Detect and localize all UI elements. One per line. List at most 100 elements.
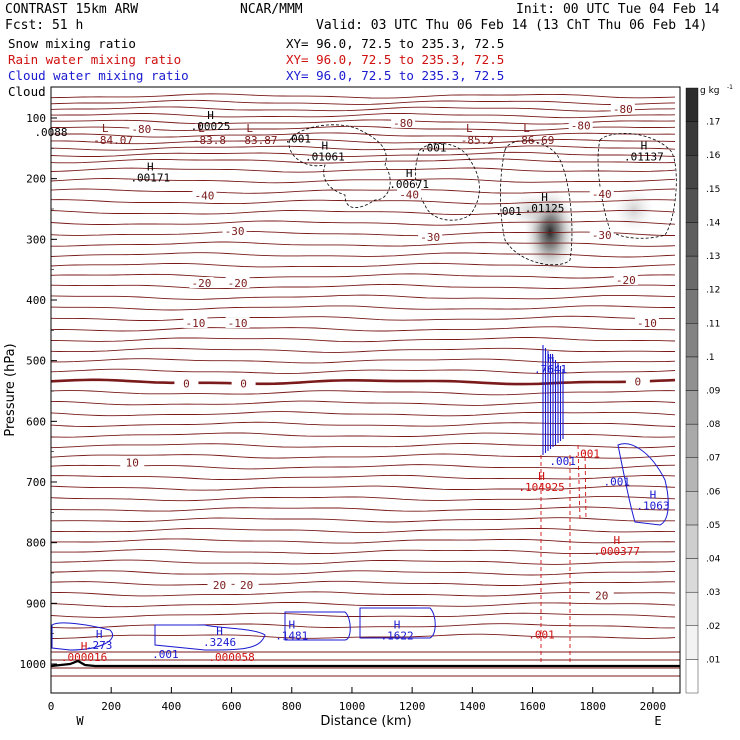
temperature-label-bg: [192, 189, 217, 201]
x-tick-label: 1400: [459, 700, 486, 713]
snow-label: .00671: [389, 178, 429, 191]
cloud-water-label: .1063: [636, 499, 669, 512]
cloud-water-max-marker: H: [288, 619, 295, 632]
temperature-line: [51, 145, 676, 151]
temperature-label-bg: [225, 277, 250, 289]
colorbar-unit-exp: -1: [727, 84, 733, 91]
colorbar: g kg -1 .01 .02 .03 .04 .05 .06 .07 .08 .09 .1 .11…: [685, 84, 733, 694]
temperature-label: 20: [240, 579, 253, 592]
temperature-line: [51, 517, 675, 523]
temperature-line: [51, 167, 676, 173]
temperature-label: -30: [420, 231, 440, 244]
rain-label: .000058: [208, 651, 254, 664]
temperature-line: [51, 474, 676, 481]
init-time: Init: 00 UTC Tue 04 Feb 14: [516, 2, 720, 17]
temperature-line: [51, 199, 676, 205]
x-tick-label: 800: [282, 700, 302, 713]
temperature-label: -40: [399, 188, 419, 201]
temperature-label: 0: [635, 375, 642, 388]
temperature-label: -80: [393, 117, 413, 130]
cloud-water-label: .273: [86, 639, 113, 652]
temperature-line: [51, 411, 676, 417]
cloud-water-max-marker: H: [216, 625, 223, 638]
temperature-line: [51, 538, 676, 544]
x-tick-label: 0: [48, 700, 55, 713]
colorbar-tick: .04: [706, 555, 721, 565]
low-value: -83.8: [193, 134, 226, 147]
rain-max-marker: H: [81, 640, 88, 653]
cloud-water-label: .1481: [275, 630, 308, 643]
terrain-line: [50, 659, 680, 668]
temperature-label-bg: [397, 188, 422, 200]
plot-frame: [50, 86, 681, 694]
y-tick-label: 100: [26, 112, 46, 125]
colorbar-swatch: [685, 323, 699, 358]
cloud-water-max-marker: H: [394, 619, 401, 632]
temperature-line: [51, 548, 676, 555]
temperature-line: [51, 580, 675, 586]
snow-label: .00171: [130, 172, 170, 185]
x-tick-label: 1000: [339, 700, 366, 713]
temperature-label-bg: [189, 277, 214, 289]
low-marker: L: [102, 122, 109, 135]
cloud-water-label: .3246: [203, 636, 236, 649]
low-value: -84.07: [93, 134, 133, 147]
temperature-line: [51, 99, 676, 105]
colorbar-tick: .02: [706, 622, 720, 632]
snow-max-marker: H: [541, 191, 548, 204]
snow-max-marker: H: [207, 109, 214, 122]
legend-name: Cloud water mixing ratio: [8, 68, 189, 83]
low-marker: L: [523, 122, 530, 135]
temperature-label: -20: [192, 277, 212, 290]
temperature-line: [51, 315, 675, 321]
snow-contour-label: .001: [285, 132, 312, 145]
snow-contour: [288, 124, 391, 209]
temperature-line: [51, 453, 676, 459]
colorbar-swatch: [685, 591, 699, 626]
cloud-water-label: .1622: [381, 630, 414, 643]
temperature-label: -20: [616, 274, 636, 287]
cloud-water-label: .7641: [534, 363, 567, 376]
temperature-label: -30: [225, 225, 245, 238]
colorbar-unit: g kg: [700, 86, 720, 96]
snow-max-marker: H: [641, 139, 648, 152]
y-tick-label: 800: [26, 537, 46, 550]
temperature-line: [51, 305, 675, 311]
temperature-label-bg: [589, 187, 614, 199]
temperature-line: [51, 337, 676, 343]
temperature-line: [51, 158, 676, 164]
west-label: W: [76, 714, 84, 728]
rain-label: .104925: [518, 481, 564, 494]
cloud-water-label: .001: [549, 455, 576, 468]
legend-xy: XY= 96.0, 72.5 to 235.3, 72.5: [286, 68, 504, 83]
snow-contour: [597, 133, 677, 239]
low-marker: L: [246, 122, 253, 135]
temperature-line: [51, 139, 676, 145]
temperature-line: [51, 93, 676, 99]
temperature-line: [51, 241, 676, 247]
colorbar-tick: .12: [706, 286, 720, 296]
low-value: -83.87: [238, 134, 278, 147]
east-label: E: [654, 714, 661, 728]
temperature-line: [51, 443, 676, 449]
temperature-line: [51, 209, 676, 216]
colorbar-tick: .06: [706, 487, 721, 497]
x-tick-label: 200: [101, 700, 121, 713]
cloud-water-contour: [359, 607, 436, 639]
colorbar-swatch: [685, 659, 699, 694]
colorbar-tick: .16: [706, 151, 721, 161]
temperature-label-bg: [589, 589, 614, 601]
colorbar-tick: .1: [706, 353, 715, 363]
temperature-label: -10: [228, 317, 248, 330]
snow-contour-label: .001: [420, 141, 447, 154]
colorbar-swatch: [685, 356, 699, 391]
temperature-label: -10: [637, 317, 657, 330]
colorbar-tick: .11: [706, 319, 720, 329]
cloud-water-max-marker: H: [547, 352, 554, 365]
temperature-line: [51, 178, 676, 184]
temperature-label: -20: [228, 277, 248, 290]
y-tick-label: 700: [26, 476, 46, 489]
temperature-label-bg: [222, 224, 247, 236]
colorbar-swatch: [685, 188, 699, 223]
rain-label: .001: [528, 629, 555, 642]
